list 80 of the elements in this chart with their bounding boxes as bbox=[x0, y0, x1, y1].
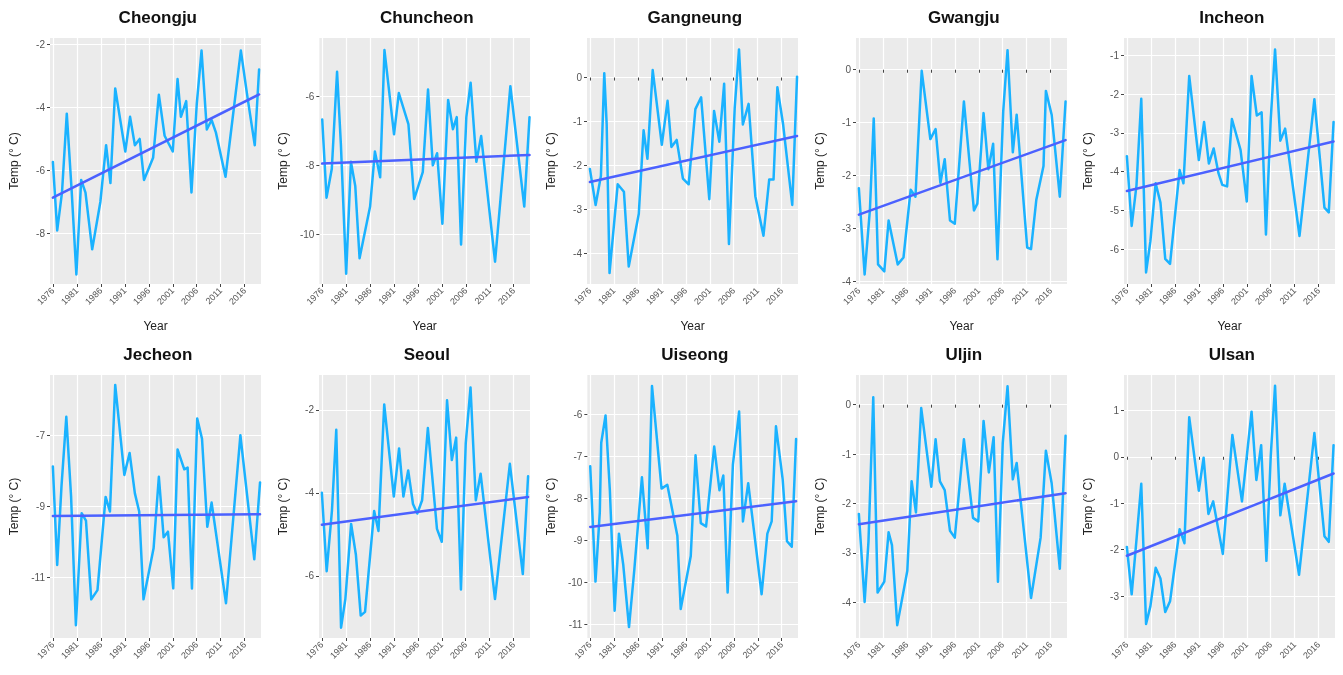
chart-title: Uiseong bbox=[661, 345, 729, 364]
y-tick-label: -3 bbox=[573, 203, 583, 215]
x-axis-title: Year bbox=[949, 319, 974, 333]
y-axis-title: Temp (° C) bbox=[544, 132, 559, 190]
y-axis-title: Temp (° C) bbox=[1081, 132, 1096, 190]
line-series bbox=[320, 386, 529, 629]
chart-title: Gangneung bbox=[647, 8, 743, 27]
y-tick-label: -4 bbox=[573, 247, 583, 259]
line-series bbox=[589, 384, 798, 629]
chart-title: Cheongju bbox=[118, 8, 197, 27]
chart-title: Incheon bbox=[1199, 8, 1265, 27]
chart-title: Jecheon bbox=[123, 345, 193, 364]
chart-title: Uljin bbox=[945, 345, 983, 364]
line-series bbox=[857, 385, 1067, 627]
y-tick-label: -2 bbox=[1110, 544, 1120, 556]
y-tick-label: 1 bbox=[1113, 404, 1120, 416]
y-tick-label: 0 bbox=[576, 72, 583, 84]
line-series bbox=[588, 48, 799, 275]
y-tick-label: -2 bbox=[573, 159, 583, 171]
x-axis-title: Year bbox=[680, 319, 705, 333]
chart-title: Seoul bbox=[403, 345, 450, 364]
y-tick-label: -4 bbox=[304, 487, 315, 499]
x-axis-title: Year bbox=[143, 319, 168, 333]
y-tick-label: -9 bbox=[573, 534, 583, 546]
y-axis-title: Temp (° C) bbox=[7, 132, 21, 190]
y-axis-title: Temp (° C) bbox=[275, 477, 290, 536]
y-tick-label: -5 bbox=[1110, 204, 1120, 216]
line-series bbox=[320, 48, 531, 275]
y-tick-label: -8 bbox=[36, 228, 46, 240]
x-axis-title: Year bbox=[412, 319, 437, 333]
line-series bbox=[51, 49, 261, 276]
y-tick-label: -3 bbox=[841, 547, 852, 559]
y-tick-label: -1 bbox=[841, 448, 852, 460]
line-series bbox=[1126, 48, 1336, 274]
y-tick-label: -3 bbox=[841, 222, 852, 234]
y-tick-label: -1 bbox=[1110, 497, 1120, 509]
line-series bbox=[51, 383, 262, 627]
x-axis-title: Year bbox=[1217, 319, 1243, 333]
y-tick-label: -2 bbox=[36, 38, 46, 50]
y-axis-title: Temp (° C) bbox=[7, 477, 21, 536]
y-tick-label: -1 bbox=[573, 115, 583, 127]
y-tick-label: 0 bbox=[1113, 451, 1120, 463]
y-axis-title: Temp (° C) bbox=[275, 132, 290, 190]
y-tick-label: -6 bbox=[304, 570, 315, 582]
y-tick-label: -1 bbox=[841, 117, 852, 129]
y-axis-title: Temp (° C) bbox=[1081, 477, 1096, 536]
chart-title: Chuncheon bbox=[379, 8, 474, 27]
y-tick-label: -11 bbox=[31, 571, 46, 583]
y-tick-label: -7 bbox=[36, 429, 46, 441]
y-tick-label: -4 bbox=[841, 275, 852, 287]
y-tick-label: -4 bbox=[1110, 166, 1120, 178]
y-axis-title: Temp (° C) bbox=[812, 132, 827, 190]
line-series bbox=[857, 48, 1067, 276]
y-tick-label: -3 bbox=[1110, 127, 1120, 139]
line-series bbox=[1126, 384, 1336, 626]
y-axis-title: Temp (° C) bbox=[812, 477, 827, 536]
y-axis-title: Temp (° C) bbox=[544, 477, 559, 536]
chart-title: Gwangju bbox=[927, 8, 1000, 27]
y-tick-label: -2 bbox=[1110, 88, 1120, 100]
y-tick-label: -7 bbox=[573, 450, 583, 462]
y-tick-label: -8 bbox=[305, 159, 315, 171]
y-tick-label: -3 bbox=[1110, 590, 1120, 602]
y-tick-label: 0 bbox=[845, 399, 852, 411]
chart-title: Ulsan bbox=[1209, 345, 1256, 364]
y-tick-label: -4 bbox=[36, 101, 46, 113]
y-tick-label: -2 bbox=[841, 170, 852, 182]
y-tick-label: -2 bbox=[304, 404, 315, 416]
y-tick-label: -10 bbox=[299, 228, 315, 240]
y-tick-label: -6 bbox=[573, 408, 583, 420]
y-tick-label: -8 bbox=[573, 492, 583, 504]
y-tick-label: -2 bbox=[841, 498, 852, 510]
y-tick-label: -11 bbox=[568, 619, 583, 631]
y-tick-label: -9 bbox=[36, 500, 46, 512]
y-tick-label: -6 bbox=[36, 164, 46, 176]
y-tick-label: 0 bbox=[845, 64, 852, 76]
y-tick-label: -4 bbox=[841, 596, 852, 608]
y-tick-label: -6 bbox=[1110, 243, 1120, 255]
y-tick-label: -6 bbox=[305, 90, 315, 102]
y-tick-label: -10 bbox=[568, 576, 583, 588]
y-tick-label: -1 bbox=[1110, 49, 1120, 61]
